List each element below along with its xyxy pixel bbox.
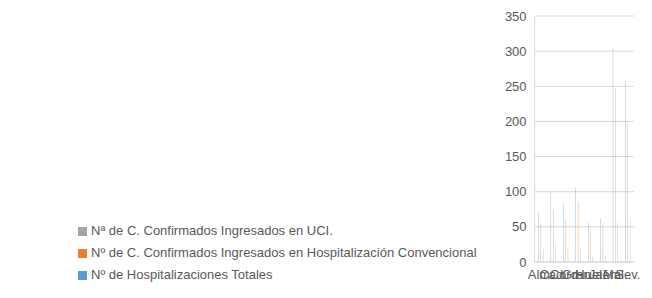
svg-text:350: 350 [505, 9, 527, 24]
svg-text:250: 250 [505, 79, 527, 94]
svg-text:150: 150 [505, 149, 527, 164]
svg-text:Sev.: Sev. [615, 267, 640, 282]
html-text:Nº de Hospitalizaciones Totale: Nº de Hospitalizaciones Totales [91, 267, 273, 282]
svg-text:50: 50 [512, 219, 526, 234]
svg-text:0: 0 [519, 255, 526, 270]
svg-text:100: 100 [505, 184, 527, 199]
svg-text:300: 300 [505, 44, 527, 59]
html-text:Nª de C. Confirmados Ingresado: Nª de C. Confirmados Ingresados en UCI. [91, 223, 333, 238]
html-text:Nº de C. Confirmados Ingresado: Nº de C. Confirmados Ingresados en Hospi… [91, 245, 477, 260]
svg-text:200: 200 [505, 114, 527, 129]
